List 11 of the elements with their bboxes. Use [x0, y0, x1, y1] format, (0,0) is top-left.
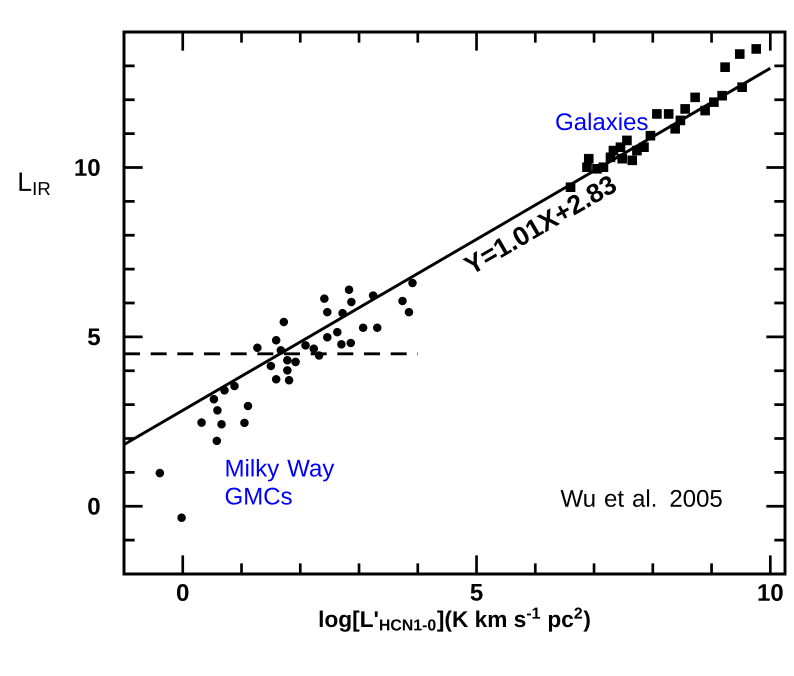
y-tick-label: 0: [88, 498, 100, 515]
y-axis-title: L$_{IR}$: [19, 172, 50, 196]
annotation: Milky Way GMCs: [226, 459, 334, 505]
x-tick-label: 0: [177, 584, 188, 602]
x-tick-label: 10: [758, 584, 783, 602]
x-axis-title: log[L'$_{HCN1-0}$](K km s$^{-1}$ pc$^{2}$): [320, 608, 590, 632]
annotation: Wu et al. 2005: [560, 489, 722, 507]
y-tick-label: 5: [88, 328, 100, 346]
y-tick-label: 10: [75, 158, 100, 176]
x-tick-label: 5: [470, 584, 483, 601]
annotation: Galaxies: [556, 112, 648, 130]
